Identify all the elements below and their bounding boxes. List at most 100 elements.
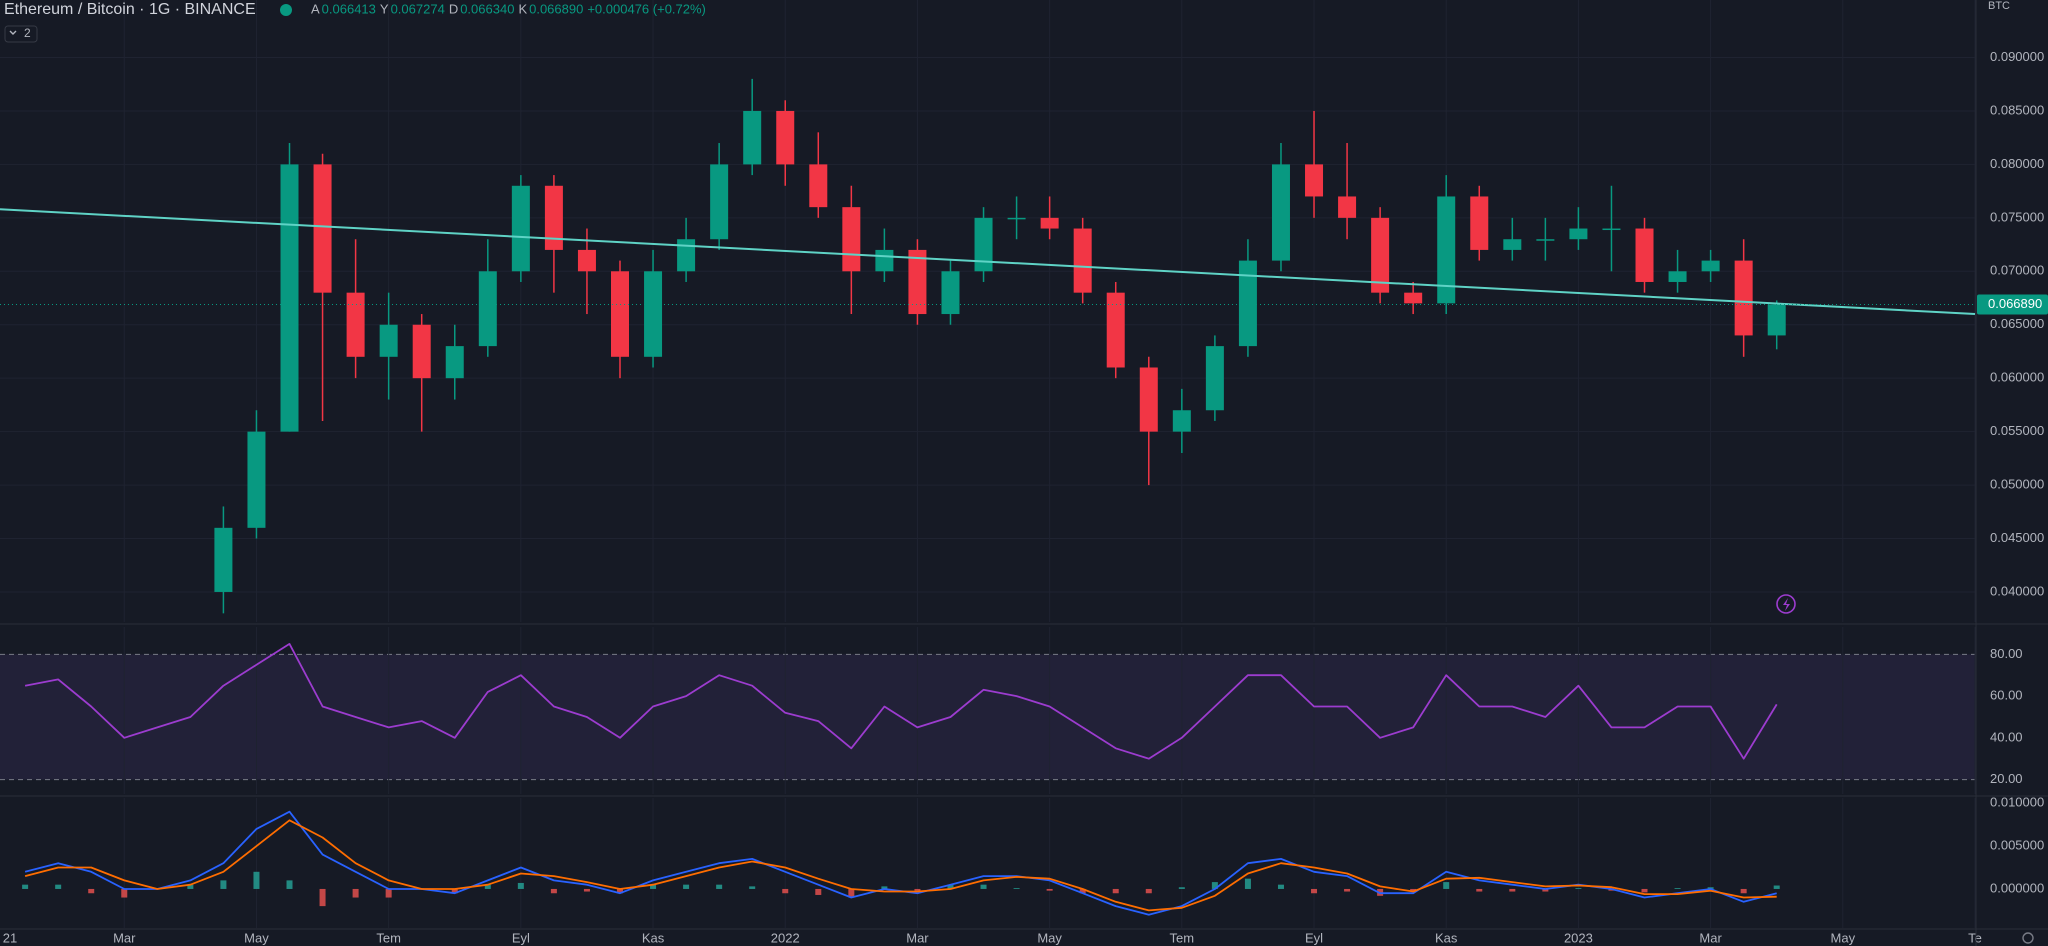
candle-body	[577, 249, 596, 272]
x-tick-label: May	[1831, 930, 1856, 945]
candle-body	[247, 431, 266, 528]
histogram-bar	[1013, 888, 1020, 889]
histogram-bar	[749, 886, 756, 889]
market-status	[280, 4, 292, 16]
histogram-bar	[583, 888, 590, 892]
candle-body	[1371, 217, 1390, 293]
histogram-bar	[980, 884, 987, 889]
histogram-bar	[1740, 888, 1747, 894]
y-tick-label: 0.080000	[1990, 156, 2044, 171]
candle-body	[941, 271, 960, 315]
candle-body	[1503, 239, 1522, 250]
candle-body	[379, 324, 398, 357]
currency-label[interactable]: BTC	[1988, 0, 2010, 12]
pane: 20.00 40.00 60.00 80.00	[0, 627, 2023, 794]
chevron-icon	[9, 30, 17, 35]
ohlc-label: Y	[380, 1, 389, 16]
alert-icon[interactable]	[1776, 594, 1796, 614]
histogram-bar	[286, 880, 293, 889]
candle-body	[346, 292, 365, 357]
y-tick-label: 20.00	[1990, 771, 2023, 786]
candle-body	[1536, 239, 1555, 241]
histogram-bar	[1277, 884, 1284, 889]
x-tick-label: Kas	[1435, 930, 1458, 945]
ohlc-value: 0.067274	[391, 1, 445, 16]
histogram-bar	[220, 880, 227, 889]
candle-body	[1271, 164, 1290, 261]
pane: 0.040000 0.045000 0.050000 0.055000 0.060000…	[0, 0, 2048, 622]
histogram-bar	[1443, 882, 1450, 889]
candle-body	[1437, 196, 1456, 304]
candle-body	[511, 185, 530, 272]
histogram-bar	[1542, 888, 1549, 892]
x-tick-label: 2023	[1564, 930, 1593, 945]
pane: 0.000000 0.005000 0.010000	[22, 795, 2044, 928]
histogram-bar	[187, 884, 194, 889]
candle-body	[1073, 228, 1092, 293]
last-price-box	[1977, 294, 2048, 315]
candle-body	[677, 239, 696, 272]
y-tick-label: 0.005000	[1990, 837, 2044, 852]
x-tick-label: 2022	[771, 930, 800, 945]
candle-body	[214, 527, 233, 592]
candle-body	[644, 271, 663, 357]
histogram-bar	[782, 888, 789, 894]
ohlc-label: D	[449, 1, 458, 16]
y-tick-label: 0.050000	[1990, 477, 2044, 492]
x-tick-label: Mar	[906, 930, 929, 945]
candle-body	[776, 110, 795, 165]
histogram-bar	[1674, 888, 1681, 889]
indicator-count: 2	[24, 26, 31, 40]
histogram-bar	[352, 888, 359, 898]
histogram-bar	[716, 884, 723, 889]
candle-body	[610, 271, 629, 357]
candle-body	[478, 271, 497, 347]
x-tick-label: Tem	[1170, 930, 1195, 945]
histogram-bar	[616, 888, 623, 894]
indicator-line	[24, 819, 1777, 912]
candle-body	[1602, 228, 1621, 231]
candle-body	[1701, 260, 1720, 272]
candle-body	[280, 164, 299, 432]
x-tick-label: Mar	[113, 930, 136, 945]
candle-body	[1172, 410, 1191, 432]
ohlc-label: A	[311, 1, 320, 16]
histogram-bar	[848, 888, 855, 898]
x-tick-label: Mar	[1699, 930, 1722, 945]
indicator-toggle[interactable]	[4, 25, 38, 43]
histogram-bar	[1575, 888, 1582, 889]
x-tick-label: 21	[3, 930, 17, 945]
histogram-bar	[1476, 888, 1483, 892]
settings-icon[interactable]	[2022, 932, 2034, 944]
candle-body	[1205, 346, 1224, 411]
y-tick-label: 0.070000	[1990, 263, 2044, 278]
candle-body	[1767, 304, 1786, 336]
y-tick-label: 0.045000	[1990, 530, 2044, 545]
histogram-bar	[550, 888, 557, 894]
y-tick-label: 40.00	[1990, 729, 2023, 744]
x-tick-label: Eyl	[512, 930, 530, 945]
candle-body	[1404, 292, 1423, 304]
histogram-bar	[1046, 888, 1053, 891]
candle-body	[544, 185, 563, 250]
candle-body	[1635, 228, 1654, 282]
histogram-bar	[1079, 888, 1086, 894]
histogram-bar	[319, 888, 326, 907]
indicator-line	[24, 643, 1778, 760]
rsi-band	[0, 654, 1975, 780]
histogram-bar	[1773, 885, 1780, 889]
symbol-title[interactable]: Ethereum / Bitcoin · 1G · BINANCE	[4, 1, 256, 18]
candle-body	[313, 164, 332, 293]
histogram-bar	[253, 871, 260, 889]
y-tick-label: 0.090000	[1990, 49, 2044, 64]
candle-body	[710, 164, 729, 240]
histogram-bar	[1311, 888, 1318, 894]
x-tick-label: Te	[1968, 930, 1982, 945]
candle-body	[445, 346, 464, 379]
lightning-icon	[1783, 598, 1790, 611]
y-tick-label: 0.065000	[1990, 316, 2044, 331]
histogram-bar	[1344, 888, 1351, 892]
ohlc-value: 0.066413	[322, 1, 376, 16]
